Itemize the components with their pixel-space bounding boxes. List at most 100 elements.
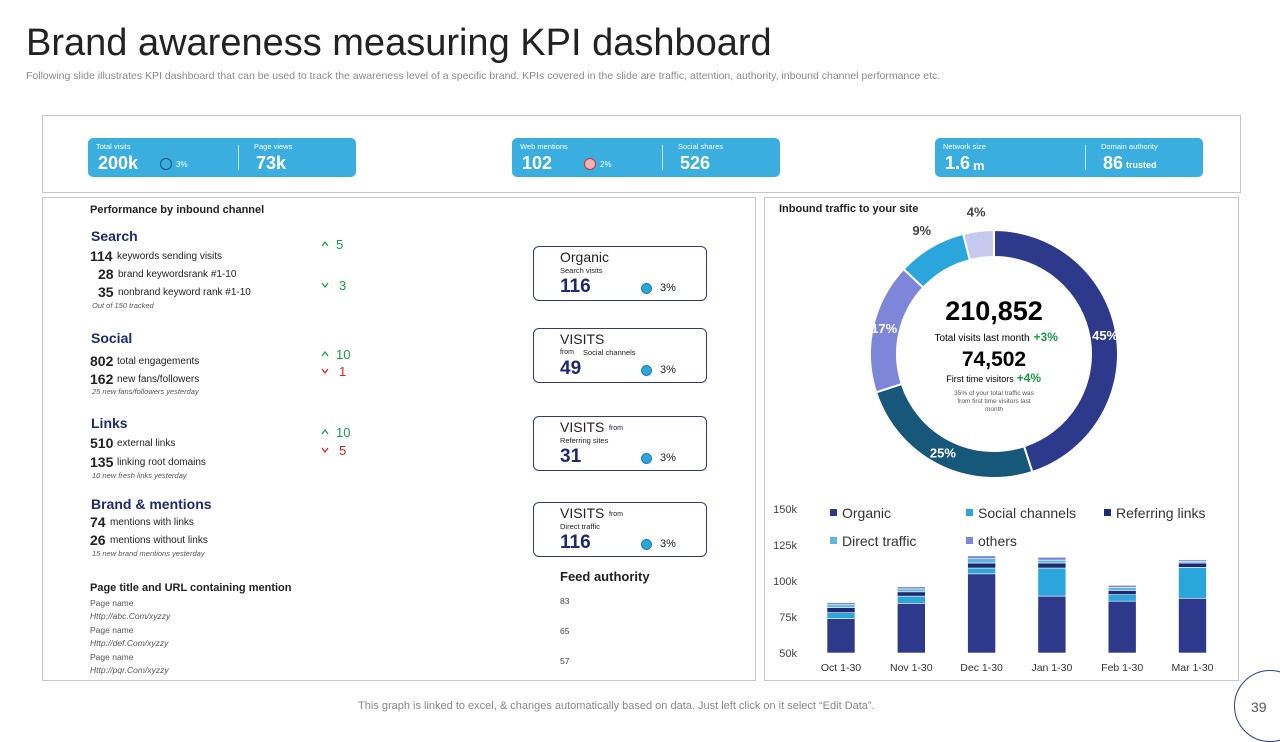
metric-text: external links: [117, 438, 176, 449]
bar-segment: [1178, 559, 1207, 562]
bar-segment: [1107, 600, 1137, 654]
bar-segment: [1107, 590, 1137, 595]
visit-source: Referring sites: [560, 436, 609, 445]
metric-number: 162: [90, 371, 114, 387]
metric-number: 28: [98, 266, 114, 282]
change-icon: [641, 365, 652, 376]
visit-value: 31: [560, 446, 582, 467]
legend-swatch: [966, 509, 973, 516]
center-first-change: +4%: [1017, 371, 1042, 385]
kpi-label: Web mentions: [520, 142, 568, 151]
change-icon: [641, 283, 652, 294]
bar-segment: [967, 558, 996, 564]
legend-label: Direct traffic: [842, 533, 916, 549]
visit-from: from: [609, 425, 623, 432]
y-tick-label: 125k: [773, 540, 797, 552]
bar-segment: [1037, 556, 1067, 561]
center-total-change: +3%: [1034, 330, 1059, 344]
arrow-down: [321, 282, 329, 288]
kpi-box: [512, 138, 780, 177]
metric-text: total engagements: [117, 356, 200, 367]
slice-label: 45%: [1092, 328, 1118, 343]
feed-value: 83: [560, 596, 570, 606]
title: Brand awareness measuring KPI dashboard: [26, 22, 772, 64]
bar-segment: [826, 607, 856, 613]
metric-text: keywords sending visits: [117, 251, 223, 262]
visit-title: VISITS: [560, 419, 605, 435]
bar-segment: [967, 562, 996, 569]
x-tick-label: Dec 1-30: [960, 662, 1003, 674]
channel-name: Brand & mentions: [91, 496, 212, 512]
kpi-unit: trusted: [1126, 160, 1157, 170]
kpi-change: 2%: [600, 160, 612, 169]
kpi-divider: [1085, 145, 1086, 170]
slice-label: 17%: [871, 321, 897, 336]
channel-name: Search: [91, 228, 138, 244]
arrow-down: [321, 368, 329, 374]
visit-change: 3%: [660, 538, 676, 550]
center-note: 35% of your total traffic was from first…: [954, 390, 1034, 414]
visit-change: 3%: [660, 282, 676, 294]
kpi-divider: [238, 145, 239, 170]
metric-note: 25 new fans/followers yesterday: [92, 387, 199, 396]
metric-note: Out of 150 tracked: [92, 301, 154, 310]
bar-segment: [967, 555, 996, 559]
arrow-down: [321, 447, 329, 453]
channel-name: Links: [91, 415, 128, 431]
metric-text: nonbrand keyword rank #1-10: [118, 287, 251, 298]
traffic-panel: [764, 197, 1239, 681]
feed-value: 57: [560, 656, 570, 666]
chart-title: Inbound traffic to your site: [779, 203, 919, 215]
kpi-change-icon: [584, 158, 596, 170]
visit-card: [533, 502, 707, 557]
kpi-value: 526: [680, 153, 711, 173]
kpi-label: Page views: [254, 142, 293, 151]
bar-segment: [967, 573, 996, 654]
visit-title: VISITS: [560, 505, 605, 521]
slice-label: 4%: [967, 205, 986, 220]
visit-change: 3%: [660, 452, 676, 464]
kpi-change-icon: [160, 158, 172, 170]
y-tick-label: 150k: [773, 504, 797, 516]
bar-segment: [826, 604, 856, 608]
visit-value: 116: [560, 276, 591, 297]
subtitle: Following slide illustrates KPI dashboar…: [26, 70, 941, 82]
metric-text: mentions with links: [110, 517, 194, 528]
metric-text: brand keywordsrank #1-10: [118, 269, 237, 280]
bar-segment: [1178, 562, 1207, 568]
bar-segment: [896, 586, 926, 590]
bar-segment: [826, 618, 856, 654]
section-title: Performance by inbound channel: [90, 204, 265, 216]
metric-note: 15 new brand mentions yesterday: [92, 549, 205, 558]
change-up: 5: [336, 237, 344, 252]
kpi-label: Domain authority: [1101, 142, 1158, 151]
bar-segment: [896, 603, 926, 654]
legend-label: others: [978, 533, 1017, 549]
center-first: 74,502: [962, 348, 1026, 371]
bar-segment: [1178, 567, 1207, 599]
legend-swatch: [1104, 509, 1111, 516]
x-tick-label: Nov 1-30: [890, 662, 933, 674]
change-icon: [641, 453, 652, 464]
page-name: Page name: [90, 652, 134, 662]
center-first-label: First time visitors: [946, 374, 1014, 384]
page-name: Page name: [90, 598, 134, 608]
bar-segment: [896, 595, 926, 604]
metric-number: 74: [90, 514, 106, 530]
bar-segment: [826, 612, 856, 619]
page-url: Http://pqr.Com/xyzzy: [90, 665, 169, 675]
feed-title: Feed authority: [560, 569, 650, 584]
metric-text: new fans/followers: [117, 374, 200, 385]
bar-segment: [1037, 559, 1067, 564]
bar-segment: [1178, 597, 1207, 654]
kpi-label: Social shares: [678, 142, 724, 151]
bar-segment: [896, 591, 926, 597]
kpi-value: 200k: [98, 153, 139, 173]
page-url: Http://abc.Com/xyzzy: [90, 611, 171, 621]
kpi-box: [88, 138, 356, 177]
visit-from: from: [609, 511, 623, 518]
bar-segment: [896, 588, 926, 593]
change-up: 10: [336, 347, 351, 362]
kpi-value: 86: [1103, 153, 1124, 173]
page-number: 39: [1251, 699, 1267, 715]
